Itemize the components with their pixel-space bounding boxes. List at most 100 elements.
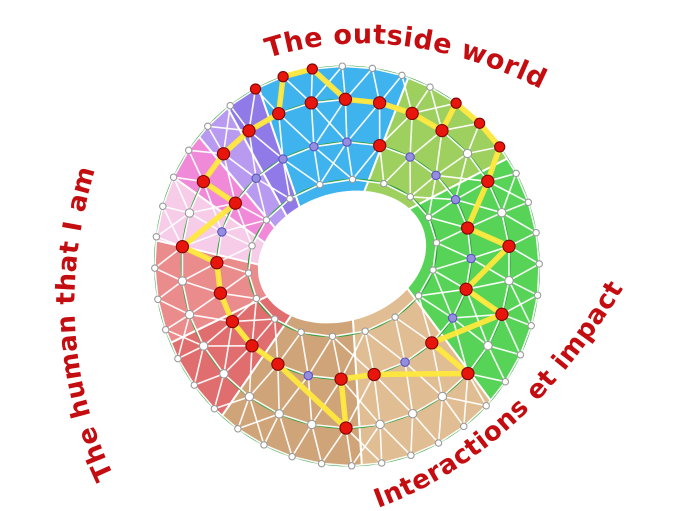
node[interactable] [462,148,473,159]
node[interactable] [260,441,268,449]
node[interactable] [342,137,352,147]
node[interactable] [483,340,493,351]
active-node[interactable] [245,339,259,353]
node[interactable] [169,173,178,181]
active-node[interactable] [502,239,516,253]
node[interactable] [533,291,542,299]
active-node[interactable] [272,106,286,121]
node[interactable] [527,321,535,330]
node[interactable] [375,419,385,430]
node[interactable] [460,422,468,431]
node[interactable] [414,292,423,300]
active-node[interactable] [367,367,381,382]
active-node[interactable] [405,106,419,121]
active-node[interactable] [473,117,486,129]
active-node[interactable] [450,97,462,109]
node[interactable] [400,357,410,367]
node[interactable] [450,194,461,205]
active-node[interactable] [210,256,224,270]
node[interactable] [368,64,377,73]
node[interactable] [270,315,279,323]
node[interactable] [377,459,386,467]
node[interactable] [407,451,415,460]
active-node[interactable] [334,372,348,386]
node[interactable] [184,309,195,320]
node[interactable] [429,266,437,274]
active-node[interactable] [495,307,509,321]
active-node[interactable] [372,96,387,110]
node[interactable] [204,122,212,131]
node[interactable] [431,170,441,181]
node[interactable] [190,381,199,389]
node[interactable] [274,409,284,419]
active-node[interactable] [425,336,439,350]
node[interactable] [309,141,319,152]
node[interactable] [482,401,490,410]
node[interactable] [380,179,388,188]
node[interactable] [177,276,188,286]
node[interactable] [152,233,161,241]
node[interactable] [406,193,415,201]
node[interactable] [361,327,369,335]
node[interactable] [297,328,305,336]
active-node[interactable] [306,63,318,75]
active-node[interactable] [373,138,387,153]
node[interactable] [198,341,209,351]
active-node[interactable] [196,174,211,189]
active-node[interactable] [339,421,353,435]
node[interactable] [447,313,458,323]
active-node[interactable] [459,282,473,296]
active-node[interactable] [338,92,353,106]
active-node[interactable] [175,240,190,254]
node[interactable] [516,351,525,359]
active-node[interactable] [213,286,228,300]
node[interactable] [405,152,415,162]
node[interactable] [338,62,347,70]
node[interactable] [524,198,533,207]
node[interactable] [184,146,193,155]
node[interactable] [252,294,261,303]
node[interactable] [535,260,543,268]
node[interactable] [466,253,476,264]
active-node[interactable] [461,366,475,381]
node[interactable] [501,377,510,386]
node[interactable] [251,173,261,184]
node[interactable] [432,239,441,247]
node[interactable] [424,213,433,222]
node[interactable] [317,459,326,468]
active-node[interactable] [216,147,231,161]
active-node[interactable] [481,174,495,188]
node[interactable] [278,154,288,164]
node[interactable] [316,180,324,189]
node[interactable] [437,391,448,402]
node[interactable] [391,313,399,321]
node[interactable] [504,275,514,286]
node[interactable] [244,269,253,277]
active-node[interactable] [435,123,449,138]
node[interactable] [219,369,229,379]
node[interactable] [210,404,219,413]
node[interactable] [226,101,234,110]
node[interactable] [174,354,182,363]
node[interactable] [161,325,170,334]
active-node[interactable] [277,71,289,83]
active-node[interactable] [225,314,240,329]
node[interactable] [154,295,162,304]
node[interactable] [286,194,294,203]
node[interactable] [426,83,434,91]
node[interactable] [398,71,406,80]
node[interactable] [532,228,540,237]
node[interactable] [248,242,256,250]
node[interactable] [307,419,317,430]
node[interactable] [407,408,418,419]
node[interactable] [328,332,337,341]
node[interactable] [512,169,520,178]
node[interactable] [348,175,357,184]
node[interactable] [303,370,314,381]
node[interactable] [262,216,271,224]
node[interactable] [184,208,195,218]
node[interactable] [244,391,255,402]
active-node[interactable] [460,221,475,235]
active-node[interactable] [228,196,243,210]
node[interactable] [159,202,167,211]
